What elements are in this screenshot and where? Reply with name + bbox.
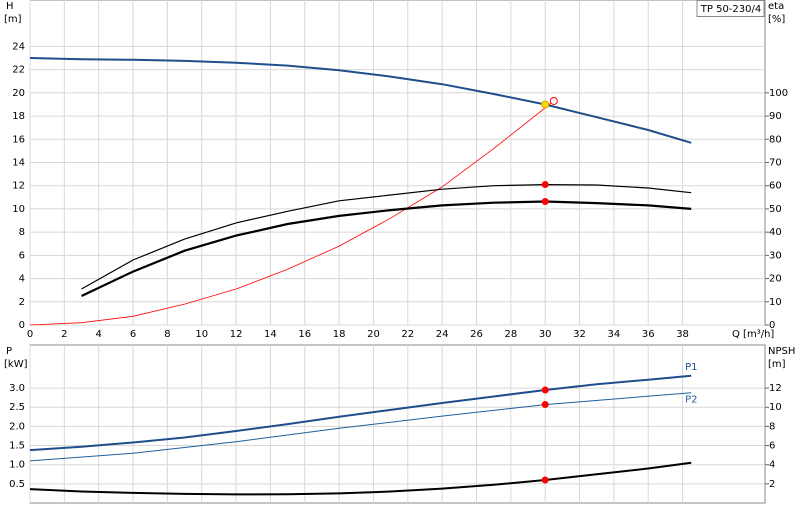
series-label: P1 [685, 362, 697, 373]
y-tick-label: 14 [12, 158, 25, 169]
y-tick-label: 22 [12, 65, 25, 76]
y2-tick-label: 4 [769, 460, 775, 471]
operating-point [541, 100, 550, 109]
curve [29, 461, 692, 496]
y-tick-label: 2.5 [9, 402, 25, 413]
x-tick-label: 34 [608, 329, 621, 340]
y-tick-label: 1.0 [9, 460, 25, 471]
y-tick-label: 3.0 [9, 383, 25, 394]
y-axis-unit: [kW] [4, 359, 28, 370]
y-tick-label: 2 [19, 297, 25, 308]
y2-axis-label: NPSH [768, 346, 795, 357]
operating-point [541, 181, 549, 189]
y-tick-label: 2.0 [9, 421, 25, 432]
y-tick-label: 18 [12, 111, 25, 122]
y-tick-label: 16 [12, 134, 25, 145]
x-tick-label: 32 [573, 329, 586, 340]
y2-tick-label: 50 [769, 204, 782, 215]
y-tick-label: 24 [12, 41, 25, 52]
x-tick-label: 8 [164, 329, 170, 340]
y-axis-unit: [m] [4, 14, 22, 25]
y2-tick-label: 40 [769, 227, 782, 238]
y-axis-label: P [6, 346, 12, 357]
y2-tick-label: 30 [769, 250, 782, 261]
y-tick-label: 20 [12, 88, 25, 99]
y2-tick-label: 100 [769, 88, 788, 99]
x-tick-label: 36 [642, 329, 655, 340]
curve [29, 57, 692, 144]
x-tick-label: 22 [401, 329, 414, 340]
x-tick-label: 30 [539, 329, 552, 340]
x-tick-label: 14 [264, 329, 277, 340]
x-tick-label: 18 [333, 329, 346, 340]
y-tick-label: 0.5 [9, 479, 25, 490]
x-tick-label: 2 [61, 329, 67, 340]
curve [81, 183, 692, 290]
curve [29, 100, 555, 326]
x-tick-label: 26 [470, 329, 483, 340]
x-tick-label: 28 [504, 329, 517, 340]
operating-point [541, 401, 549, 409]
legend-label: TP 50-230/4 [700, 4, 761, 15]
y2-tick-label: 0 [769, 320, 775, 331]
y-tick-label: 8 [19, 227, 25, 238]
y-tick-label: 6 [19, 250, 25, 261]
curve-end-marker [549, 96, 558, 105]
plot-frame [29, 344, 766, 504]
legend-box [696, 0, 765, 17]
x-tick-label: 20 [367, 329, 380, 340]
x-tick-label: 4 [96, 329, 102, 340]
y2-tick-label: 70 [769, 158, 782, 169]
y2-tick-label: 80 [769, 134, 782, 145]
x-tick-label: 16 [298, 329, 311, 340]
y2-tick-label: 10 [769, 297, 782, 308]
y-tick-label: 10 [12, 204, 25, 215]
y2-tick-label: 20 [769, 274, 782, 285]
y2-axis-unit: [m] [768, 359, 786, 370]
x-tick-label: 12 [230, 329, 243, 340]
x-tick-label: 6 [130, 329, 136, 340]
y-tick-label: 4 [19, 274, 25, 285]
y2-tick-label: 10 [769, 402, 782, 413]
x-tick-label: 38 [676, 329, 689, 340]
y-axis-label: H [6, 1, 14, 12]
x-tick-label: 0 [27, 329, 33, 340]
operating-point [541, 476, 549, 484]
curve [29, 374, 692, 452]
x-tick-label: 24 [436, 329, 449, 340]
curve [81, 200, 692, 297]
y2-tick-label: 6 [769, 441, 775, 452]
y-tick-label: 1.5 [9, 441, 25, 452]
y2-tick-label: 90 [769, 111, 782, 122]
y2-tick-label: 60 [769, 181, 782, 192]
y2-tick-label: 2 [769, 479, 775, 490]
series-label: P2 [685, 395, 697, 406]
operating-point [541, 386, 549, 394]
y-tick-label: 12 [12, 181, 25, 192]
x-axis-label: Q [m³/h] [732, 329, 774, 340]
x-tick-label: 10 [195, 329, 208, 340]
y2-tick-label: 8 [769, 421, 775, 432]
y2-axis-unit: [%] [768, 14, 785, 25]
operating-point [541, 198, 549, 205]
y2-tick-label: 12 [769, 383, 782, 394]
y-tick-label: 0 [19, 320, 25, 331]
y2-axis-label: eta [768, 1, 784, 12]
